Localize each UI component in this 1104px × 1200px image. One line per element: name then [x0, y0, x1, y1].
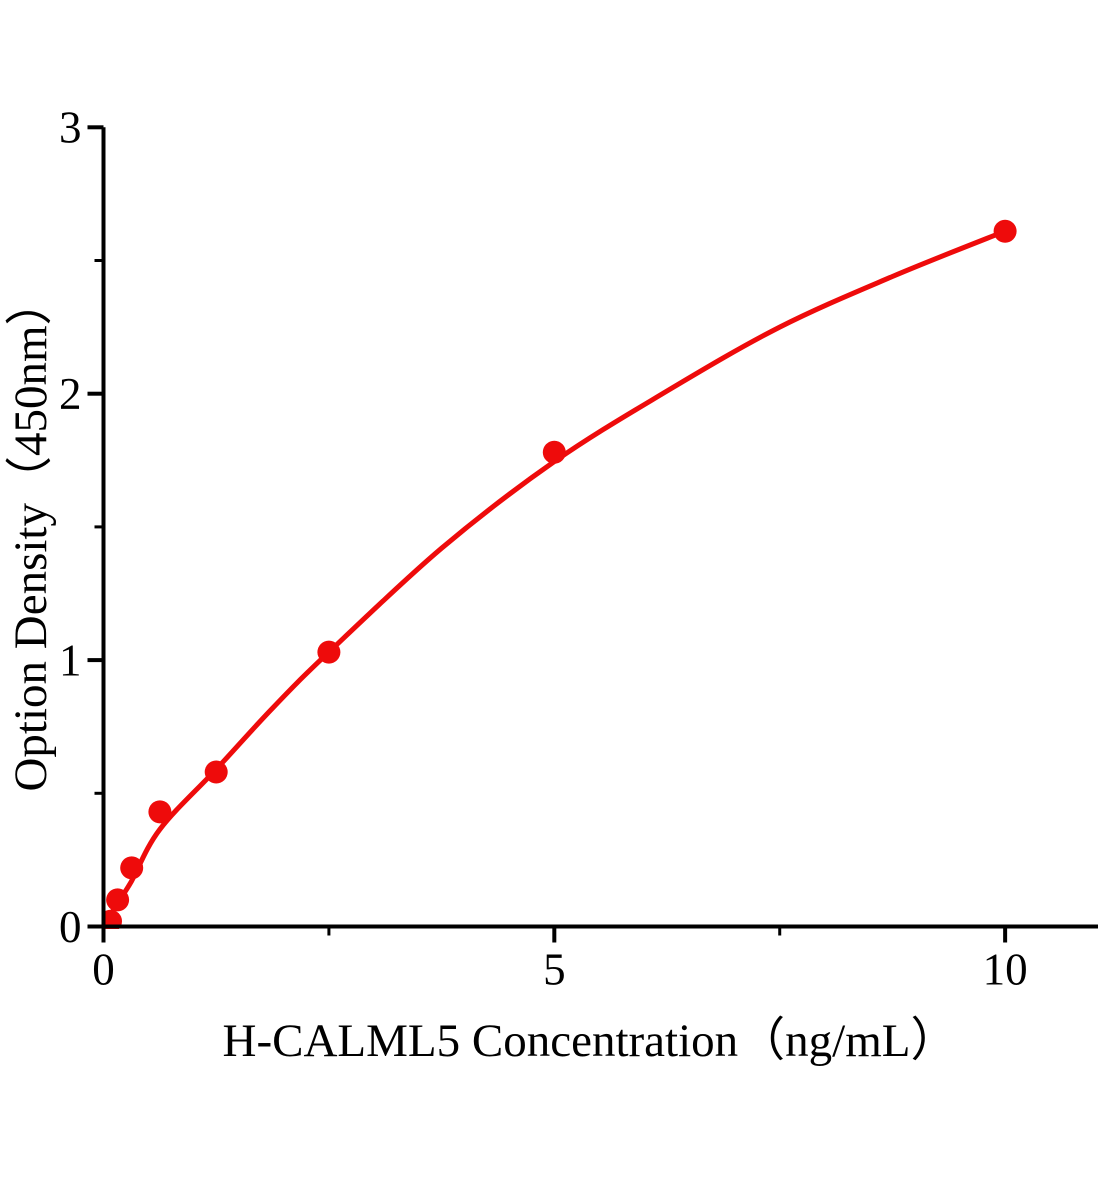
data-point — [106, 888, 130, 912]
data-point — [204, 760, 228, 784]
y-tick-label: 3 — [59, 103, 82, 153]
data-point — [993, 219, 1017, 243]
data-point — [120, 856, 144, 880]
y-tick-label: 2 — [59, 369, 82, 419]
data-layer — [104, 219, 1017, 929]
axis-spines — [101, 127, 1098, 929]
data-point — [148, 800, 172, 824]
y-tick-label: 0 — [59, 902, 82, 952]
x-axis-title: H-CALML5 Concentration（ng/mL） — [223, 1015, 958, 1067]
x-tick-label: 5 — [543, 945, 566, 995]
x-tick-label: 10 — [983, 945, 1028, 995]
data-point — [317, 640, 341, 664]
axes-layer: 0 1 2 3 0 5 10 — [59, 103, 1098, 995]
y-axis-title: Option Density（450nm） — [5, 278, 57, 791]
x-tick-label: 0 — [92, 945, 115, 995]
data-point — [542, 440, 566, 464]
data-point — [104, 909, 122, 929]
fit-curve — [104, 228, 1008, 929]
y-tick-label: 1 — [59, 635, 82, 685]
